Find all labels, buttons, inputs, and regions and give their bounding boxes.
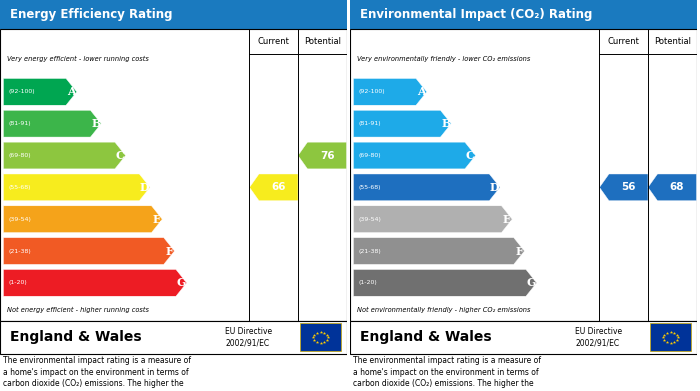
Polygon shape (4, 238, 174, 264)
Polygon shape (354, 174, 500, 201)
Polygon shape (4, 174, 150, 201)
Text: Potential: Potential (654, 37, 691, 46)
Bar (650, 323, 692, 351)
Text: (81-91): (81-91) (8, 121, 32, 126)
Text: (39-54): (39-54) (8, 217, 32, 222)
Polygon shape (298, 142, 346, 169)
Text: EU Directive
2002/91/EC: EU Directive 2002/91/EC (575, 327, 622, 347)
Text: England & Wales: England & Wales (360, 330, 492, 344)
Text: (39-54): (39-54) (358, 217, 382, 222)
Text: Energy Efficiency Rating: Energy Efficiency Rating (10, 8, 173, 21)
Text: D: D (140, 182, 150, 193)
Text: E: E (503, 214, 511, 225)
Text: 66: 66 (272, 182, 286, 192)
Text: Potential: Potential (304, 37, 341, 46)
Text: (69-80): (69-80) (358, 153, 382, 158)
Text: Very environmentally friendly - lower CO₂ emissions: Very environmentally friendly - lower CO… (357, 56, 531, 63)
Bar (0, 29, 346, 321)
Text: F: F (165, 246, 173, 256)
Text: C: C (466, 150, 475, 161)
Text: A: A (417, 86, 426, 97)
Polygon shape (354, 79, 427, 105)
Polygon shape (354, 238, 524, 264)
Polygon shape (354, 142, 475, 169)
Text: Environmental Impact (CO₂) Rating: Environmental Impact (CO₂) Rating (360, 8, 593, 21)
Text: (1-20): (1-20) (8, 280, 27, 285)
Text: G: G (176, 277, 186, 288)
Text: (55-68): (55-68) (358, 185, 382, 190)
Text: 56: 56 (622, 182, 636, 192)
Text: England & Wales: England & Wales (10, 330, 142, 344)
Bar (300, 323, 342, 351)
Text: (92-100): (92-100) (358, 90, 385, 94)
Text: (21-38): (21-38) (358, 249, 382, 253)
Text: EU Directive
2002/91/EC: EU Directive 2002/91/EC (225, 327, 272, 347)
Text: G: G (526, 277, 536, 288)
Bar (350, 29, 696, 321)
Text: B: B (441, 118, 451, 129)
Polygon shape (354, 206, 512, 233)
Text: (55-68): (55-68) (8, 185, 32, 190)
Text: Current: Current (258, 37, 290, 46)
Text: (69-80): (69-80) (8, 153, 32, 158)
Polygon shape (648, 174, 696, 201)
Polygon shape (4, 142, 125, 169)
Polygon shape (4, 269, 187, 296)
Polygon shape (4, 206, 162, 233)
Text: F: F (515, 246, 523, 256)
Text: 76: 76 (320, 151, 335, 161)
Polygon shape (4, 79, 77, 105)
Bar (0, 321, 346, 354)
Text: Current: Current (608, 37, 640, 46)
Polygon shape (354, 110, 452, 137)
Polygon shape (599, 174, 648, 201)
Text: The environmental impact rating is a measure of
a home's impact on the environme: The environmental impact rating is a mea… (4, 356, 192, 391)
Polygon shape (249, 174, 298, 201)
Bar (0, 0, 346, 29)
Text: D: D (490, 182, 500, 193)
Bar (350, 321, 696, 354)
Text: 68: 68 (670, 182, 685, 192)
Text: (21-38): (21-38) (8, 249, 32, 253)
Bar (350, 0, 696, 29)
Text: A: A (67, 86, 76, 97)
Text: (92-100): (92-100) (8, 90, 35, 94)
Text: Not energy efficient - higher running costs: Not energy efficient - higher running co… (7, 307, 149, 313)
Text: (1-20): (1-20) (358, 280, 377, 285)
Text: The environmental impact rating is a measure of
a home's impact on the environme: The environmental impact rating is a mea… (354, 356, 542, 391)
Text: Not environmentally friendly - higher CO₂ emissions: Not environmentally friendly - higher CO… (357, 307, 531, 313)
Polygon shape (4, 110, 101, 137)
Text: Very energy efficient - lower running costs: Very energy efficient - lower running co… (7, 56, 149, 63)
Text: C: C (116, 150, 125, 161)
Polygon shape (354, 269, 537, 296)
Text: (81-91): (81-91) (358, 121, 382, 126)
Text: B: B (91, 118, 101, 129)
Text: E: E (153, 214, 161, 225)
